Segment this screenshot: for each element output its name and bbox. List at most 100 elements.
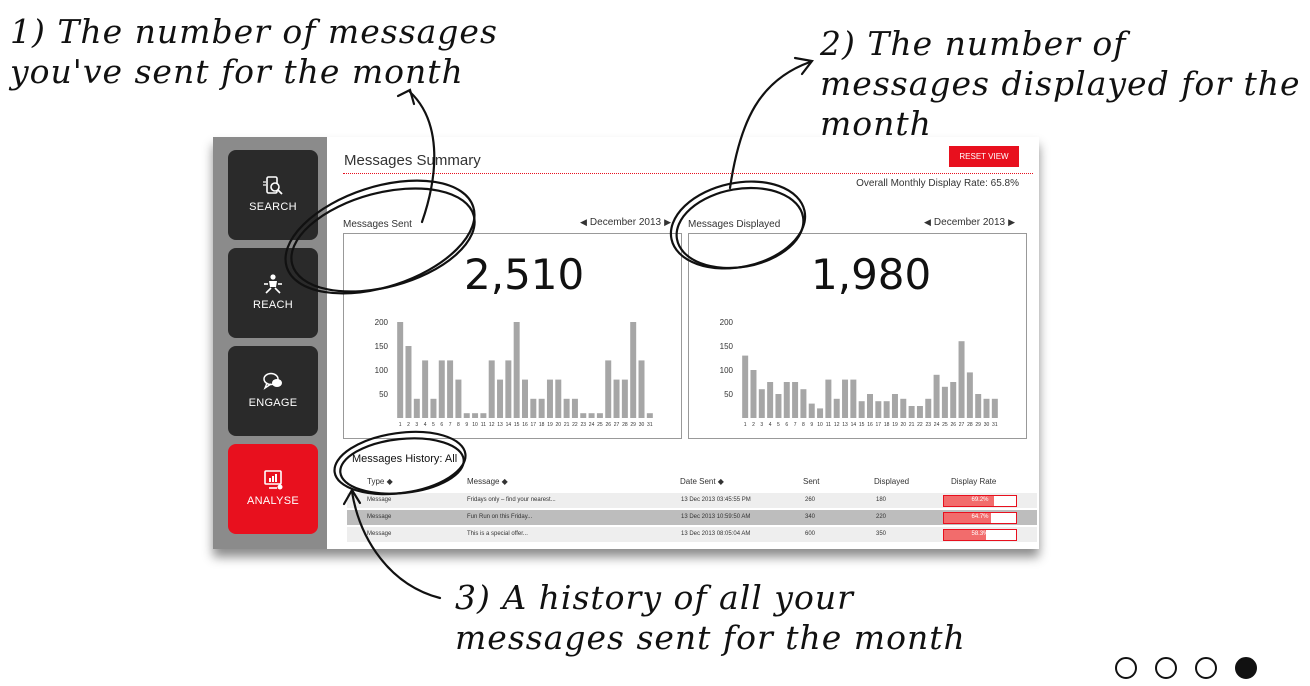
chart-bar[interactable] xyxy=(646,413,653,418)
x-tick-label: 18 xyxy=(884,422,890,428)
chart-bar[interactable] xyxy=(447,360,454,418)
pagination-dot[interactable] xyxy=(1155,657,1177,679)
x-tick-label: 12 xyxy=(489,422,495,428)
chart-bar[interactable] xyxy=(571,398,578,418)
table-row[interactable]: Message This is a special offer... 13 De… xyxy=(347,527,1037,542)
chart-bar[interactable] xyxy=(580,413,587,418)
x-tick-label: 22 xyxy=(572,422,578,428)
chart-bar[interactable] xyxy=(767,382,774,418)
chart-bar[interactable] xyxy=(742,355,749,418)
chart-bar[interactable] xyxy=(605,360,612,418)
column-header-type[interactable]: Type ◆ xyxy=(367,477,393,486)
table-row[interactable]: Message Fridays only – find your nearest… xyxy=(347,493,1037,508)
chart-bar[interactable] xyxy=(463,413,470,418)
chart-bar[interactable] xyxy=(522,379,528,418)
history-title: Messages History: All xyxy=(352,453,458,465)
chart-bar[interactable] xyxy=(588,413,595,418)
chart-bar[interactable] xyxy=(883,401,890,418)
sidebar-item-reach[interactable]: REACH xyxy=(228,248,318,338)
chart-bar[interactable] xyxy=(900,398,907,418)
pagination-dot[interactable] xyxy=(1115,657,1137,679)
chart-bar[interactable] xyxy=(891,394,898,418)
chart-bar[interactable] xyxy=(825,379,832,418)
chart-bar[interactable] xyxy=(850,379,857,418)
chart-bar[interactable] xyxy=(563,398,570,418)
next-month-icon[interactable]: ▶ xyxy=(1008,217,1015,227)
chart-bar[interactable] xyxy=(983,398,990,418)
chart-bar[interactable] xyxy=(916,406,923,418)
chart-bar[interactable] xyxy=(775,394,782,418)
chart-bar[interactable] xyxy=(875,401,882,418)
chart-bar[interactable] xyxy=(991,398,998,418)
chart-bar[interactable] xyxy=(858,401,865,418)
chart-bar[interactable] xyxy=(505,360,512,418)
chart-bar[interactable] xyxy=(958,341,965,418)
y-tick-label: 200 xyxy=(375,318,389,327)
chart-bar[interactable] xyxy=(933,374,940,418)
x-tick-label: 24 xyxy=(589,422,595,428)
chart-bar[interactable] xyxy=(472,413,479,418)
chart-bar[interactable] xyxy=(497,379,504,418)
display-rate-bar: 64.7% xyxy=(943,512,1017,524)
overall-rate-label: Overall Monthly Display Rate: xyxy=(856,178,988,189)
x-tick-label: 6 xyxy=(785,422,788,428)
x-tick-label: 11 xyxy=(826,422,831,428)
prev-month-icon[interactable]: ◀ xyxy=(924,217,931,227)
chart-bar[interactable] xyxy=(546,379,553,418)
chart-bar[interactable] xyxy=(925,398,932,418)
chart-bar[interactable] xyxy=(621,379,628,418)
chart-bar[interactable] xyxy=(758,389,765,418)
chart-bar[interactable] xyxy=(596,413,603,418)
display-rate-text: 64.7% xyxy=(971,514,989,520)
chart-bar[interactable] xyxy=(422,360,429,418)
chart-bar[interactable] xyxy=(480,413,487,418)
x-tick-label: 2 xyxy=(407,422,410,428)
pagination-dot[interactable] xyxy=(1195,657,1217,679)
column-header-date-sent[interactable]: Date Sent ◆ xyxy=(680,477,724,486)
sidebar-item-engage[interactable]: ENGAGE xyxy=(228,346,318,436)
chart-bar[interactable] xyxy=(975,394,982,418)
chart-bar[interactable] xyxy=(555,379,562,418)
prev-month-icon[interactable]: ◀ xyxy=(580,217,587,227)
x-tick-label: 21 xyxy=(564,422,570,428)
pagination-dot[interactable] xyxy=(1235,657,1257,679)
x-tick-label: 11 xyxy=(481,422,486,428)
chart-bar[interactable] xyxy=(833,398,840,418)
sidebar-item-analyse[interactable]: ANALYSE xyxy=(228,444,318,534)
column-header-message[interactable]: Message ◆ xyxy=(467,477,508,486)
chart-bar[interactable] xyxy=(941,386,948,418)
chart-bar[interactable] xyxy=(638,360,645,418)
chart-bar[interactable] xyxy=(750,370,757,418)
x-tick-label: 4 xyxy=(424,422,427,428)
x-tick-label: 17 xyxy=(531,422,537,428)
chart-bar[interactable] xyxy=(842,379,849,418)
sidebar-item-search[interactable]: SEARCH xyxy=(228,150,318,240)
chart-bar[interactable] xyxy=(430,398,437,418)
reset-view-button[interactable]: RESET VIEW xyxy=(949,146,1019,167)
chart-bar[interactable] xyxy=(613,379,620,418)
chart-bar[interactable] xyxy=(908,406,915,418)
chart-bar[interactable] xyxy=(867,394,873,418)
chart-bar[interactable] xyxy=(792,382,799,418)
chart-bar[interactable] xyxy=(397,322,404,418)
chart-bar[interactable] xyxy=(538,398,545,418)
table-row[interactable]: Message Fun Run on this Friday... 13 Dec… xyxy=(347,510,1037,525)
sketch-arrow-2-head xyxy=(793,56,814,76)
chart-bar[interactable] xyxy=(808,403,815,418)
chart-bar[interactable] xyxy=(966,372,973,418)
chart-bar[interactable] xyxy=(800,389,807,418)
chart-bar[interactable] xyxy=(513,322,520,418)
chart-bar[interactable] xyxy=(488,360,495,418)
chart-bar[interactable] xyxy=(530,398,537,418)
chart-bar[interactable] xyxy=(405,346,412,418)
chart-bar[interactable] xyxy=(630,322,637,418)
chart-bar[interactable] xyxy=(950,382,957,418)
chart-bar[interactable] xyxy=(438,360,445,418)
chart-bar[interactable] xyxy=(817,408,824,418)
row-sent: 260 xyxy=(805,497,816,503)
chart-bar[interactable] xyxy=(413,398,420,418)
sidebar-item-label: SEARCH xyxy=(249,201,297,213)
next-month-icon[interactable]: ▶ xyxy=(664,217,671,227)
chart-bar[interactable] xyxy=(455,379,462,418)
chart-bar[interactable] xyxy=(783,382,790,418)
